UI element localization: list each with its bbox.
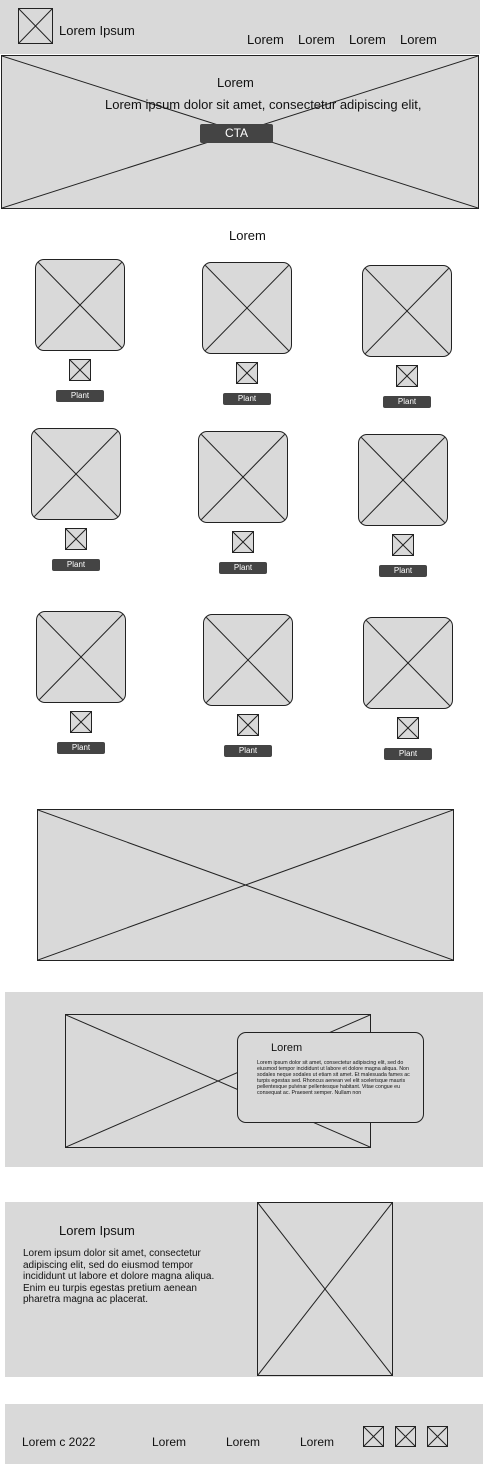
social-icon-3[interactable] bbox=[427, 1426, 448, 1447]
about-text: Lorem ipsum dolor sit amet, consectetur … bbox=[23, 1248, 215, 1305]
product-thumb-icon bbox=[65, 528, 87, 550]
product-thumb-icon bbox=[397, 717, 419, 739]
product-image-8[interactable] bbox=[203, 614, 293, 706]
header bbox=[0, 0, 480, 54]
product-label-button[interactable]: Plant bbox=[379, 565, 427, 577]
feature-card-text: Lorem ipsum dolor sit amet, consectetur … bbox=[257, 1060, 410, 1096]
product-image-6[interactable] bbox=[358, 434, 448, 526]
product-thumb-icon bbox=[236, 362, 258, 384]
social-icon-1[interactable] bbox=[363, 1426, 384, 1447]
about-image bbox=[257, 1202, 393, 1376]
social-icon-2[interactable] bbox=[395, 1426, 416, 1447]
product-thumb-icon bbox=[237, 714, 259, 736]
product-thumb-icon bbox=[69, 359, 91, 381]
products-heading: Lorem bbox=[229, 228, 266, 243]
feature-card-title: Lorem bbox=[271, 1042, 303, 1054]
product-image-5[interactable] bbox=[198, 431, 288, 523]
nav-link-3[interactable]: Lorem bbox=[349, 32, 386, 47]
product-label-button[interactable]: Plant bbox=[224, 745, 272, 757]
product-image-1[interactable] bbox=[35, 259, 125, 351]
hero-subtitle: Lorem ipsum dolor sit amet, consectetur … bbox=[105, 97, 422, 112]
product-image-7[interactable] bbox=[36, 611, 126, 703]
product-label-button[interactable]: Plant bbox=[223, 393, 271, 405]
product-label-button[interactable]: Plant bbox=[384, 748, 432, 760]
product-label-button[interactable]: Plant bbox=[219, 562, 267, 574]
nav-link-1[interactable]: Lorem bbox=[247, 32, 284, 47]
product-image-3[interactable] bbox=[362, 265, 452, 357]
brand-name: Lorem Ipsum bbox=[59, 23, 135, 38]
hero-title: Lorem bbox=[217, 75, 254, 90]
nav-link-2[interactable]: Lorem bbox=[298, 32, 335, 47]
product-label-button[interactable]: Plant bbox=[56, 390, 104, 402]
product-image-2[interactable] bbox=[202, 262, 292, 354]
product-label-button[interactable]: Plant bbox=[52, 559, 100, 571]
logo-icon[interactable] bbox=[18, 8, 53, 44]
cta-button[interactable]: CTA bbox=[200, 124, 273, 143]
product-label-button[interactable]: Plant bbox=[383, 396, 431, 408]
feature-card: Lorem Lorem ipsum dolor sit amet, consec… bbox=[237, 1032, 424, 1123]
footer-link-2[interactable]: Lorem bbox=[226, 1435, 261, 1449]
product-image-9[interactable] bbox=[363, 617, 453, 709]
footer-link-1[interactable]: Lorem bbox=[152, 1435, 187, 1449]
product-label-button[interactable]: Plant bbox=[57, 742, 105, 754]
about-title: Lorem Ipsum bbox=[59, 1223, 135, 1238]
product-thumb-icon bbox=[396, 365, 418, 387]
footer-link-3[interactable]: Lorem bbox=[300, 1435, 335, 1449]
product-thumb-icon bbox=[70, 711, 92, 733]
banner-image bbox=[37, 809, 454, 961]
product-image-4[interactable] bbox=[31, 428, 121, 520]
about-section bbox=[5, 1202, 483, 1377]
nav-link-4[interactable]: Lorem bbox=[400, 32, 437, 47]
footer-copyright: Lorem c 2022 bbox=[22, 1435, 96, 1449]
product-thumb-icon bbox=[392, 534, 414, 556]
product-thumb-icon bbox=[232, 531, 254, 553]
